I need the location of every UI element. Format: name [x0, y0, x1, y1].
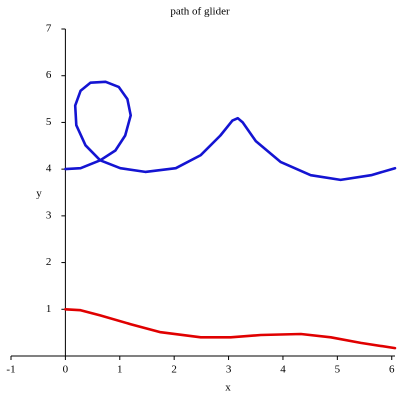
- x-tick-label: 0: [63, 364, 69, 376]
- y-axis-label: y: [36, 188, 42, 200]
- y-tick-label: 3: [46, 209, 52, 221]
- chart-title: path of glider: [170, 6, 230, 18]
- y-tick-label: 5: [46, 116, 52, 128]
- x-tick-label: -1: [6, 364, 15, 376]
- x-axis-label: x: [225, 382, 231, 394]
- x-tick-label: 4: [280, 364, 286, 376]
- y-tick-label: 2: [46, 256, 52, 268]
- y-tick-label: 6: [46, 69, 52, 81]
- x-tick-label: 1: [117, 364, 123, 376]
- x-tick-label: 3: [226, 364, 232, 376]
- x-tick-label: 2: [171, 364, 177, 376]
- x-tick-label: 5: [335, 364, 341, 376]
- series-line: [64, 80, 397, 182]
- y-tick-label: 4: [46, 163, 52, 175]
- x-tick-label: 6: [389, 364, 395, 376]
- y-tick-label: 1: [46, 303, 52, 315]
- series-line: [64, 308, 397, 350]
- y-tick-label: 7: [46, 23, 52, 35]
